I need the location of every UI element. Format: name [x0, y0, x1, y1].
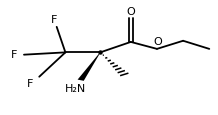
- Text: F: F: [27, 78, 34, 88]
- Text: O: O: [153, 37, 162, 47]
- Text: O: O: [126, 7, 135, 17]
- Text: H₂N: H₂N: [65, 83, 86, 93]
- Text: F: F: [51, 15, 58, 25]
- Text: F: F: [11, 49, 17, 59]
- Polygon shape: [78, 53, 100, 81]
